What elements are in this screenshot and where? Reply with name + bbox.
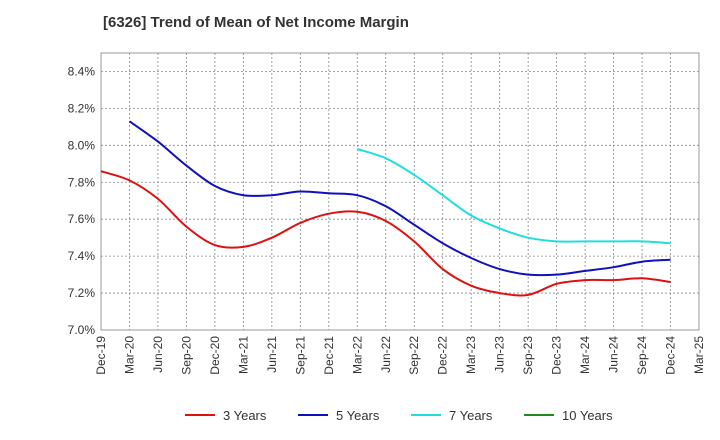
y-tick-label: 7.0%	[68, 323, 96, 337]
series-line-5-years	[128, 120, 671, 277]
x-tick-label: Mar-25	[692, 336, 706, 374]
x-tick-label: Mar-23	[464, 336, 478, 374]
legend-label-5-years: 5 Years	[336, 408, 380, 423]
plot-area	[100, 52, 700, 331]
x-tick-label: Jun-24	[607, 336, 621, 373]
legend-label-7-years: 7 Years	[449, 408, 493, 423]
y-tick-label: 8.0%	[68, 138, 96, 152]
y-tick-label: 8.2%	[68, 101, 96, 115]
x-tick-label: Dec-23	[550, 336, 564, 375]
series-line-3-years	[100, 170, 671, 297]
y-tick-label: 7.2%	[68, 286, 96, 300]
y-tick-label: 7.6%	[68, 212, 96, 226]
legend-label-3-years: 3 Years	[223, 408, 267, 423]
x-tick-label: Sep-20	[179, 336, 193, 375]
y-tick-label: 8.4%	[68, 64, 96, 78]
y-tick-label: 7.8%	[68, 175, 96, 189]
x-tick-label: Sep-23	[521, 336, 535, 375]
chart-title: [6326] Trend of Mean of Net Income Margi…	[103, 14, 409, 31]
x-tick-label: Jun-23	[493, 336, 507, 373]
x-tick-label: Mar-20	[122, 336, 136, 374]
x-tick-label: Jun-22	[379, 336, 393, 373]
x-tick-label: Dec-21	[322, 336, 336, 375]
x-tick-label: Dec-22	[436, 336, 450, 375]
x-tick-label: Mar-22	[350, 336, 364, 374]
x-tick-label: Jun-21	[265, 336, 279, 373]
x-tick-label: Mar-24	[578, 336, 592, 374]
y-tick-label: 7.4%	[68, 249, 96, 263]
x-tick-label: Mar-21	[236, 336, 250, 374]
x-tick-label: Dec-20	[208, 336, 222, 375]
x-tick-label: Sep-24	[635, 336, 649, 375]
series-line-7-years	[356, 148, 671, 245]
x-tick-label: Dec-24	[664, 336, 678, 375]
x-tick-label: Dec-19	[94, 336, 108, 375]
legend-label-10-years: 10 Years	[562, 408, 613, 423]
x-tick-label: Sep-22	[407, 336, 421, 375]
x-tick-label: Jun-20	[151, 336, 165, 373]
x-tick-label: Sep-21	[293, 336, 307, 375]
